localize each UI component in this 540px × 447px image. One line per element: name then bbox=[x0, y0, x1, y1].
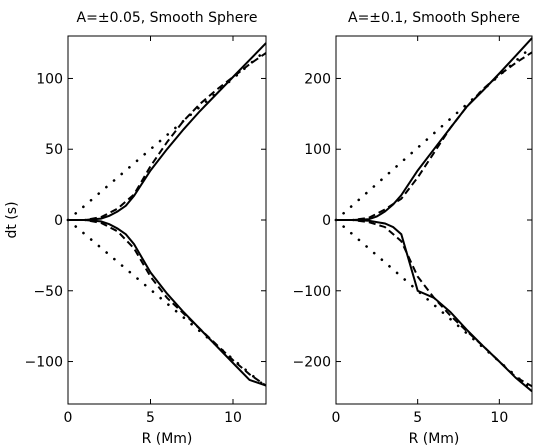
y-tick-label: −100 bbox=[25, 355, 63, 371]
y-tick-label: 0 bbox=[322, 213, 331, 229]
series-line-solid-0 bbox=[68, 42, 267, 221]
y-tick-label: 0 bbox=[54, 213, 63, 229]
series-line-dashed-4 bbox=[68, 219, 267, 387]
x-tick-label: 10 bbox=[224, 410, 242, 426]
x-tick-label: 10 bbox=[490, 410, 508, 426]
plot-area-frame bbox=[67, 35, 267, 405]
chart-right: A=±0.1, Smooth Sphere R (Mm) 0 5 10 −200 −10… bbox=[293, 10, 534, 447]
x-tick-label: 5 bbox=[413, 410, 422, 426]
chart-title: A=±0.05, Smooth Sphere bbox=[77, 10, 258, 26]
series-line-solid-3 bbox=[68, 219, 267, 387]
x-axis-label: R (Mm) bbox=[409, 431, 460, 447]
y-tick-label: 50 bbox=[45, 142, 63, 158]
y-axis-label: dt (s) bbox=[4, 201, 20, 238]
y-tick-label: 100 bbox=[304, 142, 331, 158]
series-line-dotted-2 bbox=[334, 45, 534, 222]
x-tick-label: 5 bbox=[146, 410, 155, 426]
series-line-dashed-1 bbox=[336, 51, 533, 221]
y-tick-label: −50 bbox=[33, 284, 63, 300]
y-tick-label: −200 bbox=[293, 355, 331, 371]
y-tick-label: 100 bbox=[36, 71, 63, 87]
chart-left: A=±0.05, Smooth Sphere R (Mm) dt (s) 0 5 1… bbox=[4, 10, 268, 447]
x-tick-label: 0 bbox=[332, 410, 341, 426]
series-line-dotted-5 bbox=[66, 218, 268, 389]
x-axis-label: R (Mm) bbox=[142, 431, 193, 447]
series-line-dotted-2 bbox=[66, 48, 268, 222]
x-tick-label: 0 bbox=[64, 410, 73, 426]
chart-title: A=±0.1, Smooth Sphere bbox=[348, 10, 520, 26]
y-tick-label: −100 bbox=[293, 284, 331, 300]
series-line-dashed-4 bbox=[336, 219, 533, 388]
y-tick-label: 200 bbox=[304, 71, 331, 87]
series-line-dashed-1 bbox=[68, 52, 267, 221]
